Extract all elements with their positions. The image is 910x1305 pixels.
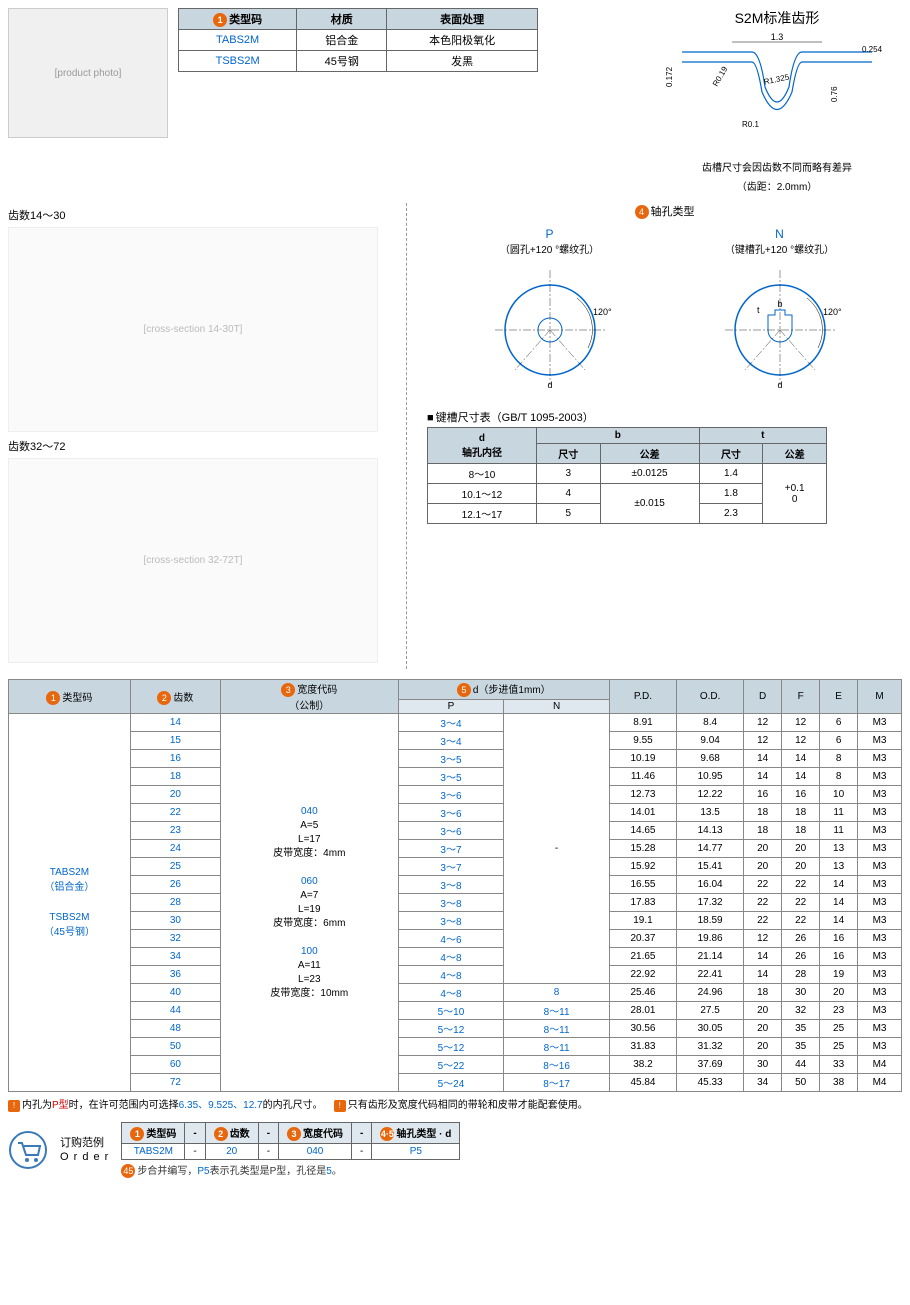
td-code-0: TABS2M — [179, 30, 297, 51]
kw-ttol: +0.1 0 — [763, 464, 827, 524]
th-surface: 表面处理 — [387, 9, 538, 30]
table-row: 605～228～1638.237.69304433M4 — [9, 1056, 902, 1074]
diagram-label-1: 齿数14～30 — [8, 207, 398, 223]
svg-text:120°: 120° — [593, 307, 612, 317]
mh-bore: 5d（步进值1mm） — [398, 680, 609, 700]
table-row: 253～715.9215.41202013M3 — [9, 858, 902, 876]
bore-section-title: 4轴孔类型 — [427, 203, 902, 219]
kw-th-t: t — [699, 428, 826, 444]
mh-n: N — [504, 699, 610, 713]
table-row: 303～819.118.59222214M3 — [9, 912, 902, 930]
svg-text:R0.1: R0.1 — [742, 120, 759, 129]
td-surf-1: 发黑 — [387, 51, 538, 72]
width-cell: 040A=5L=17皮带宽度：4mm 060A=7L=19皮带宽度：6mm 10… — [220, 714, 398, 1092]
table-row: 233～614.6514.13181811M3 — [9, 822, 902, 840]
table-row: 203～612.7312.22161610M3 — [9, 786, 902, 804]
svg-text:R1.325: R1.325 — [763, 72, 791, 86]
bore-n-desc: （键槽孔+120 °螺纹孔） — [680, 241, 880, 256]
table-row: 324～620.3719.86122616M3 — [9, 930, 902, 948]
td-code-1: TSBS2M — [179, 51, 297, 72]
diagram-label-2: 齿数32～72 — [8, 438, 398, 454]
mh-type: 1类型码 — [9, 680, 131, 714]
table-row: 505～128～1131.8331.32203525M3 — [9, 1038, 902, 1056]
table-row: 344～821.6521.14142616M3 — [9, 948, 902, 966]
svg-text:0.172: 0.172 — [665, 66, 674, 87]
pulley-diagram-1: [cross-section 14-30T] — [8, 227, 378, 432]
type-cell: TABS2M（铝合金） TSBS2M（45号钢） — [9, 714, 131, 1092]
svg-text:1.3: 1.3 — [771, 32, 784, 42]
svg-text:0.76: 0.76 — [830, 86, 839, 102]
tooth-profile-svg: 1.3 0.254 0.172 R0.19 R1.325 R0.1 0.76 — [662, 32, 892, 152]
table-row: 223～614.0113.5181811M3 — [9, 804, 902, 822]
svg-text:R0.19: R0.19 — [711, 65, 730, 88]
svg-text:120°: 120° — [823, 307, 842, 317]
tooth-note-2: （齿距：2.0mm） — [652, 178, 902, 193]
order-table: 1类型码-2齿数-3宽度代码-4·5轴孔类型 · d TABS2M-20-040… — [121, 1122, 460, 1160]
table-row: 364～822.9222.41142819M3 — [9, 966, 902, 984]
notes: !内孔为P型时，在许可范围内可选择6.35、9.525、12.7的内孔尺寸。 !… — [8, 1096, 902, 1112]
table-row: 725～248～1745.8445.33345038M4 — [9, 1074, 902, 1092]
table-row: 445～108～1128.0127.5203223M3 — [9, 1002, 902, 1020]
table-row: 153～49.559.0412126M3 — [9, 732, 902, 750]
table-row: 283～817.8317.32222214M3 — [9, 894, 902, 912]
keyway-title: 键槽尺寸表（GB/T 1095-2003） — [427, 409, 902, 425]
table-row: TABS2M（铝合金） TSBS2M（45号钢）14040A=5L=17皮带宽度… — [9, 714, 902, 732]
table-row: 485～128～1130.5630.05203525M3 — [9, 1020, 902, 1038]
keyway-table: d轴孔内径 b t 尺寸 公差 尺寸 公差 8～10 3 ±0.0125 1.4… — [427, 427, 827, 524]
svg-text:t: t — [757, 305, 760, 315]
mh-width: 3宽度代码 （公制） — [220, 680, 398, 714]
bore-p-svg: 120° d — [475, 260, 625, 390]
pulley-diagram-2: [cross-section 32-72T] — [8, 458, 378, 663]
product-photo: [product photo] — [8, 8, 168, 138]
bore-n-name: N — [680, 227, 880, 241]
td-mat-1: 45号钢 — [297, 51, 387, 72]
td-surf-0: 本色阳极氧化 — [387, 30, 538, 51]
bore-p-desc: （圆孔+120 °螺纹孔） — [450, 241, 650, 256]
order-note: 45步合并编写，P5表示孔类型是P型，孔径是5。 — [121, 1162, 460, 1178]
kw-th-b: b — [536, 428, 699, 444]
bore-p-name: P — [450, 227, 650, 241]
th-typecode: 1类型码 — [179, 9, 297, 30]
tooth-profile-title: S2M标准齿形 — [652, 8, 902, 28]
mh-p: P — [398, 699, 504, 713]
spec-table: 1类型码 2齿数 3宽度代码 （公制） 5d（步进值1mm） P.D. O.D.… — [8, 679, 902, 1092]
cart-icon — [8, 1130, 48, 1170]
th-material: 材质 — [297, 9, 387, 30]
bore-n-svg: 120° d t b — [705, 260, 855, 390]
td-mat-0: 铝合金 — [297, 30, 387, 51]
table-row: 243～715.2814.77202013M3 — [9, 840, 902, 858]
svg-text:b: b — [777, 299, 782, 309]
type-code-table: 1类型码 材质 表面处理 TABS2M 铝合金 本色阳极氧化 TSBS2M 45… — [178, 8, 538, 72]
table-row: 163～510.199.6814148M3 — [9, 750, 902, 768]
table-row: 404～8825.4624.96183020M3 — [9, 984, 902, 1002]
svg-text:0.254: 0.254 — [862, 45, 883, 54]
kw-th-d: d轴孔内径 — [428, 428, 537, 464]
svg-text:d: d — [547, 380, 552, 390]
table-row: 183～511.4610.9514148M3 — [9, 768, 902, 786]
table-row: 263～816.5516.04222214M3 — [9, 876, 902, 894]
order-label: 订购范例 O r d e r — [60, 1136, 109, 1165]
mh-teeth: 2齿数 — [130, 680, 220, 714]
svg-text:d: d — [777, 380, 782, 390]
tooth-note-1: 齿槽尺寸会因齿数不同而略有差异 — [652, 159, 902, 174]
